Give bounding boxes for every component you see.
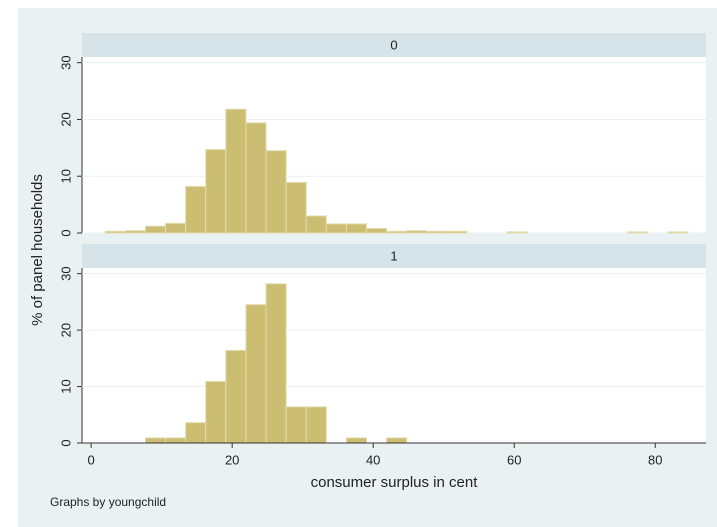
x-tick-label: 60 [507, 452, 521, 467]
y-tick-label: 30 [58, 55, 73, 69]
x-axis-title: consumer surplus in cent [311, 474, 479, 491]
bar [627, 231, 649, 234]
bar [285, 406, 307, 444]
bar [205, 149, 227, 234]
bar [325, 223, 347, 234]
note: Graphs by youngchild [50, 495, 166, 509]
bar [446, 230, 468, 234]
bar [386, 230, 408, 234]
bar [305, 215, 327, 234]
bar [386, 437, 408, 444]
bar [144, 225, 167, 234]
plot-region [82, 268, 706, 443]
bar [305, 406, 327, 444]
x-tick-label: 0 [88, 452, 95, 467]
bar [165, 222, 187, 234]
y-tick-label: 10 [58, 169, 73, 183]
bar [245, 304, 267, 444]
panel-title: 0 [390, 37, 397, 52]
panel-title: 1 [390, 248, 397, 263]
plot-region [82, 57, 706, 233]
bar [667, 231, 689, 234]
bar [265, 283, 287, 444]
y-tick-label: 0 [58, 229, 73, 236]
bar [506, 231, 528, 234]
strip [82, 244, 706, 268]
bar [185, 185, 207, 234]
y-tick-label: 20 [58, 323, 73, 337]
x-tick-label: 80 [648, 452, 662, 467]
bar [345, 437, 368, 444]
bar [104, 230, 126, 234]
bar [144, 437, 167, 444]
x-tick-label: 40 [366, 452, 380, 467]
bar [285, 181, 307, 234]
strip [82, 33, 706, 57]
bar [165, 437, 187, 444]
bar [426, 230, 448, 234]
bar [345, 223, 368, 234]
bar [185, 422, 207, 444]
y-tick-label: 10 [58, 379, 73, 393]
y-tick-label: 30 [58, 266, 73, 280]
bar [225, 108, 247, 234]
y-axis-title: % of panel households [29, 174, 46, 326]
bar [245, 122, 267, 234]
bar [406, 230, 428, 234]
bar [366, 227, 388, 234]
x-tick-label: 20 [225, 452, 239, 467]
y-tick-label: 0 [58, 439, 73, 446]
bar [265, 150, 287, 234]
bar [124, 230, 146, 234]
y-tick-label: 20 [58, 112, 73, 126]
bar [225, 349, 247, 444]
bar [205, 380, 227, 444]
